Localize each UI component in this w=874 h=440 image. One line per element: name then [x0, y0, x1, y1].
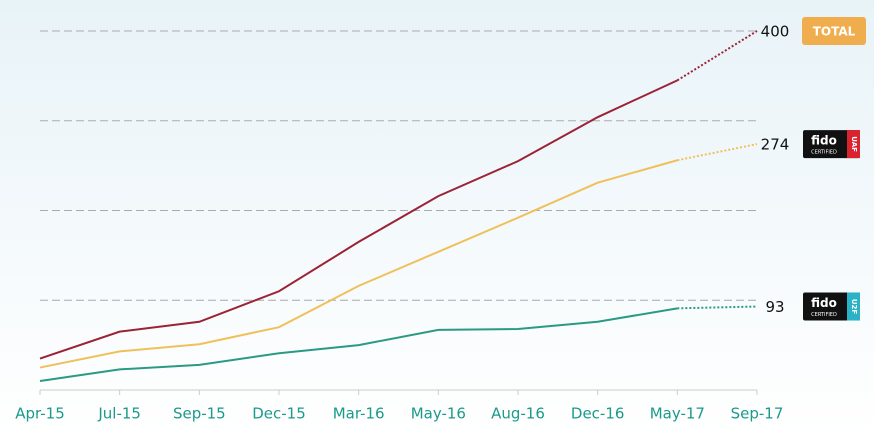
badge-subtext: CERTIFIED: [811, 150, 837, 156]
x-tick-label: Dec-16: [571, 405, 625, 423]
legend-label: UAF: [850, 136, 858, 152]
x-tick-label: Sep-17: [731, 405, 784, 423]
x-tick-label: Jul-15: [97, 405, 141, 423]
end-label: 400: [761, 23, 790, 41]
x-tick-label: May-16: [411, 405, 466, 423]
end-label: 93: [765, 298, 784, 316]
legend-label: TOTAL: [813, 25, 856, 39]
badge-body: [803, 292, 860, 321]
x-tick-label: Dec-15: [252, 405, 306, 423]
series-line: [39, 307, 678, 383]
badge-text: fido: [811, 134, 837, 148]
badge-subtext: CERTIFIED: [811, 312, 837, 318]
projection-line: [677, 143, 758, 162]
x-tick-label: Apr-15: [15, 405, 65, 423]
badge-side: [847, 130, 860, 159]
badge-text: fido: [811, 296, 837, 310]
series-line: [39, 159, 678, 369]
fido-badge: fido CERTIFIED UAF: [803, 130, 860, 159]
x-tick-label: Mar-16: [333, 405, 385, 423]
badge-side: [847, 292, 860, 321]
series-line: [39, 79, 678, 360]
legend-label: U2F: [850, 299, 858, 315]
end-label: 274: [761, 136, 790, 154]
x-tick-label: Aug-16: [491, 405, 545, 423]
fido-badge: fido CERTIFIED U2F: [803, 292, 860, 321]
projection-line: [677, 305, 758, 310]
x-tick-label: Sep-15: [173, 405, 226, 423]
badge: [802, 17, 866, 45]
x-tick-label: May-17: [650, 405, 705, 423]
badge-body: [803, 130, 860, 159]
